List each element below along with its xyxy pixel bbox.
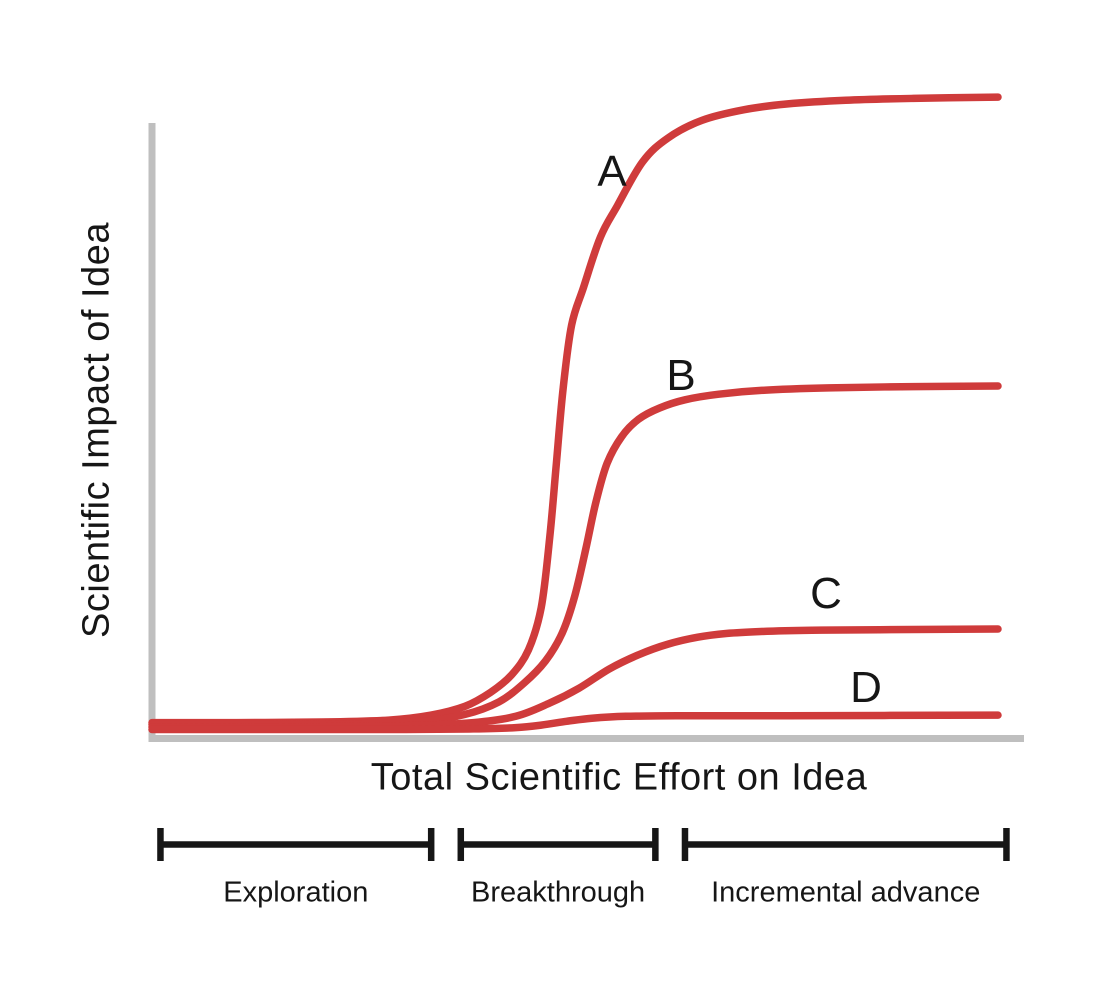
- phase-label-exploration: Exploration: [223, 876, 369, 909]
- curve-label-c: C: [810, 569, 842, 618]
- x-axis-label: Total Scientific Effort on Idea: [370, 756, 868, 799]
- y-axis-label: Scientific Impact of Idea: [75, 222, 118, 638]
- curve-label-d: D: [850, 663, 882, 712]
- curve-label-a: A: [597, 147, 627, 196]
- phase-label-breakthrough: Breakthrough: [471, 876, 646, 909]
- phase-label-incremental-advance: Incremental advance: [711, 876, 981, 909]
- curve-label-b: B: [666, 351, 696, 400]
